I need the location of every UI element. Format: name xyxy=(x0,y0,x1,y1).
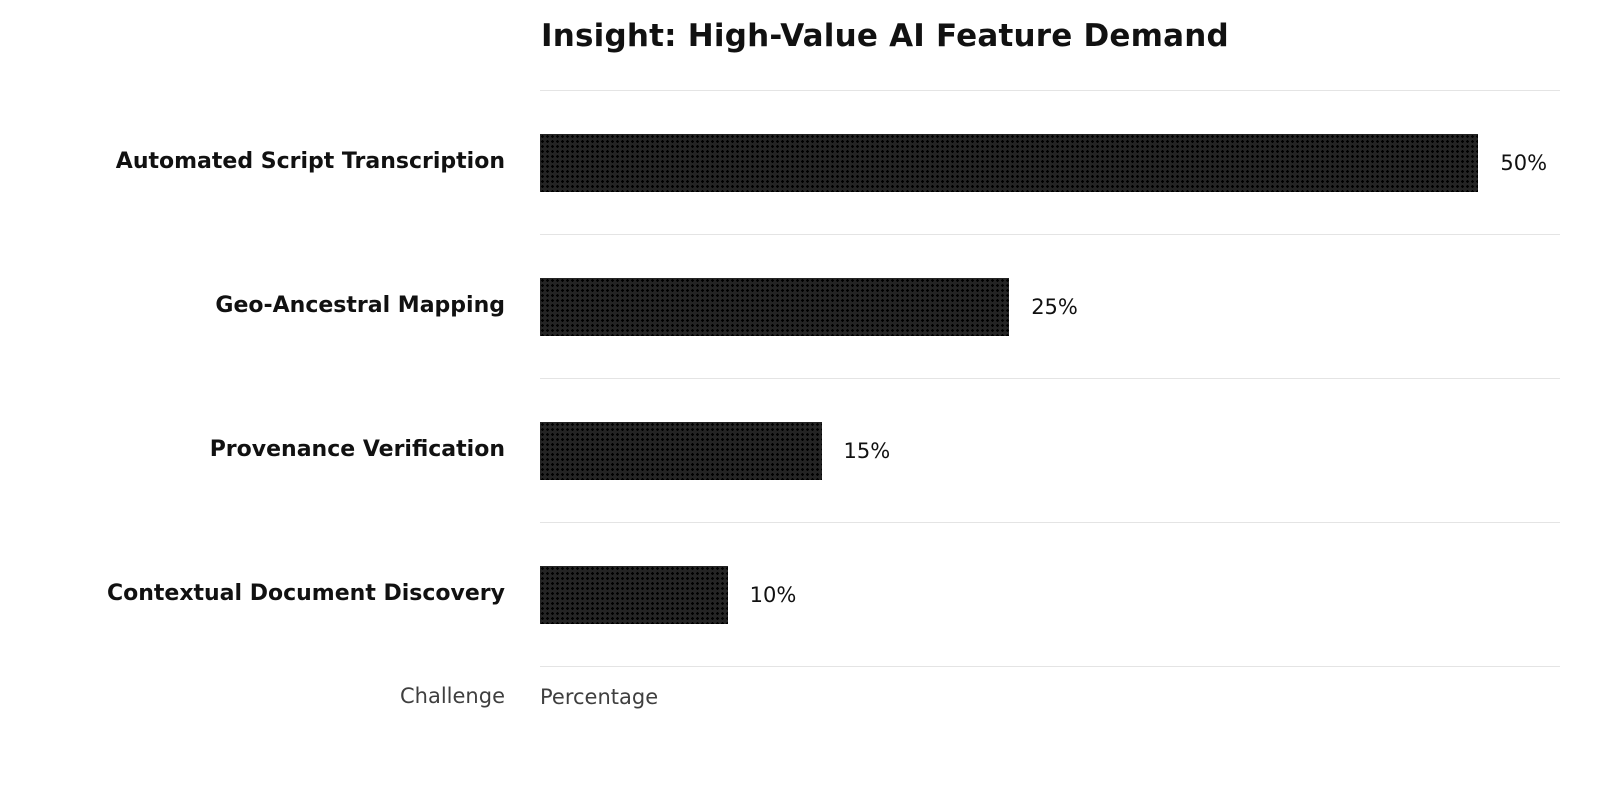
bar xyxy=(540,133,1479,192)
category-axis-label: Challenge xyxy=(400,684,505,708)
value-label: 25% xyxy=(1031,294,1078,319)
bar-track: 15% xyxy=(540,378,1560,522)
value-label: 10% xyxy=(749,582,797,607)
bar-track: 50% xyxy=(540,90,1560,234)
category-label: Geo-Ancestral Mapping xyxy=(215,293,505,319)
value-label: 50% xyxy=(1500,150,1548,175)
chart-row: Provenance Verification 15% xyxy=(0,378,1600,522)
chart-row: Contextual Document Discovery 10% xyxy=(0,522,1600,666)
category-label: Contextual Document Discovery xyxy=(106,581,505,607)
bar xyxy=(540,277,1010,336)
category-label: Provenance Verification xyxy=(209,437,505,463)
plot-area: Automated Script Transcription 50% Geo-Anc… xyxy=(0,90,1600,666)
bar xyxy=(540,421,822,480)
category-label: Automated Script Transcription xyxy=(115,149,505,175)
chart-row: Automated Script Transcription 50% xyxy=(0,90,1600,234)
value-label: 15% xyxy=(843,438,891,463)
bar-chart: Insight: High-Value AI Feature Demand Au… xyxy=(0,18,1600,800)
bar-track: 10% xyxy=(540,522,1560,666)
bar xyxy=(540,565,728,624)
chart-row: Geo-Ancestral Mapping 25% xyxy=(0,234,1600,378)
chart-title: Insight: High-Value AI Feature Demand xyxy=(541,18,1229,54)
value-axis-label: Percentage xyxy=(540,685,659,709)
axis-label-row: Challenge Percentage xyxy=(0,666,1600,750)
bar-track: 25% xyxy=(540,234,1560,378)
